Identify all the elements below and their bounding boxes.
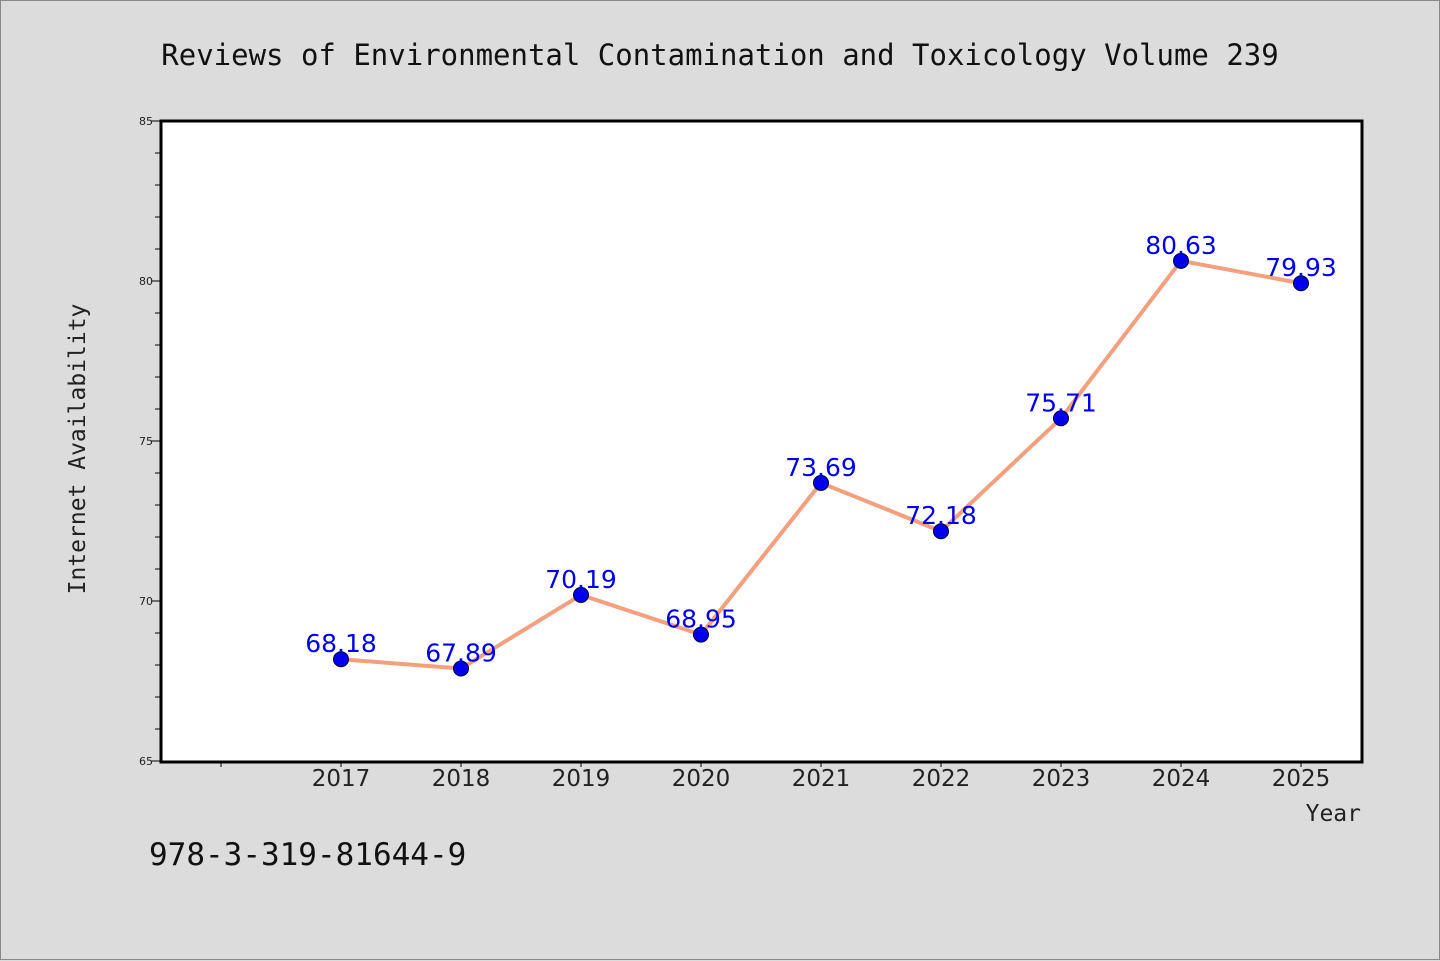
data-point-marker xyxy=(693,626,709,643)
data-label: 73.69 xyxy=(785,453,857,482)
y-tick-label: 70 xyxy=(139,595,153,608)
data-point-marker xyxy=(1053,410,1069,427)
y-tick-label: 65 xyxy=(139,755,153,768)
data-point-marker xyxy=(333,651,349,668)
y-tick-label: 80 xyxy=(139,275,153,288)
x-tick-label: 2022 xyxy=(912,766,971,792)
x-tick-label: 2020 xyxy=(672,766,731,792)
x-axis-label: Year xyxy=(1306,801,1361,827)
x-tick-label: 2025 xyxy=(1272,766,1331,792)
data-label: 68.95 xyxy=(665,605,737,634)
plot-area xyxy=(159,119,1364,764)
data-points xyxy=(333,252,1309,677)
y-tick-label: 75 xyxy=(139,435,153,448)
isbn-footer: 978-3-319-81644-9 xyxy=(149,837,466,873)
x-tick-label: 2018 xyxy=(432,766,491,792)
x-tick-label: 2019 xyxy=(552,766,611,792)
data-label: 70.19 xyxy=(545,565,617,594)
y-axis-ticks: 65 70 75 80 85 xyxy=(139,115,161,768)
x-tick-label: 2017 xyxy=(312,766,371,792)
y-tick-label: 85 xyxy=(139,115,153,128)
x-tick-label: 2021 xyxy=(792,766,851,792)
data-label: 79.93 xyxy=(1265,253,1337,282)
y-axis-label: Internet Availability xyxy=(65,304,91,595)
data-point-marker xyxy=(1293,275,1309,292)
data-label: 75.71 xyxy=(1025,388,1097,417)
data-point-marker xyxy=(453,660,469,677)
x-tick-label: 2024 xyxy=(1152,766,1211,792)
data-label: 72.18 xyxy=(905,501,977,530)
x-tick-label: 2023 xyxy=(1032,766,1091,792)
data-labels: 68.18 67.89 70.19 68.95 73.69 72.18 75.71 80.63… xyxy=(305,231,1337,668)
x-axis-ticks: 2017 2018 2019 2020 2021 2022 2023 2024 2025 xyxy=(220,761,1331,792)
data-label: 67.89 xyxy=(425,639,497,668)
data-point-marker xyxy=(933,523,949,540)
chart-title: Reviews of Environmental Contamination a… xyxy=(161,38,1278,72)
data-label: 68.18 xyxy=(305,629,377,658)
data-point-marker xyxy=(813,474,829,491)
data-point-marker xyxy=(573,586,589,603)
data-label: 80.63 xyxy=(1145,231,1217,260)
data-point-marker xyxy=(1173,252,1189,269)
